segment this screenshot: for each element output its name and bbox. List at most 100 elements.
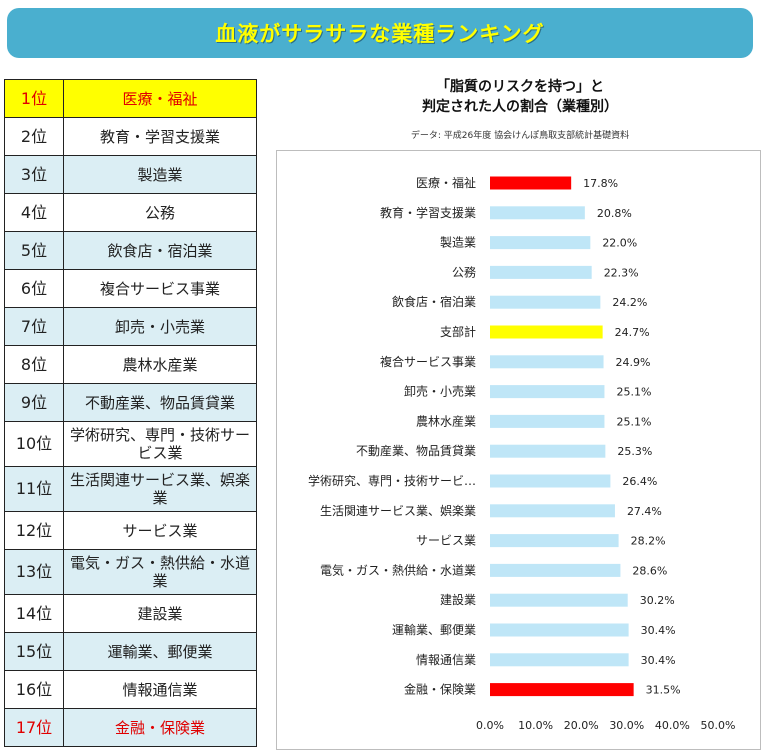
industry-name: 学術研究、専門・技術サービス業 — [63, 421, 257, 467]
rank-number: 4位 — [4, 193, 64, 232]
bar — [490, 385, 605, 399]
ranking-row: 8位 農林水産業 — [4, 345, 257, 384]
industry-name: 飲食店・宿泊業 — [63, 231, 257, 270]
bar — [490, 325, 603, 339]
ranking-row: 10位 学術研究、専門・技術サービス業 — [4, 421, 257, 467]
category-label: 農林水産業 — [416, 413, 476, 428]
bar — [490, 444, 606, 458]
ranking-row: 6位 複合サービス事業 — [4, 269, 257, 308]
category-label: 支部計 — [440, 324, 476, 339]
rank-number: 17位 — [4, 708, 64, 747]
data-label: 28.6% — [632, 564, 667, 577]
ranking-row: 11位 生活関連サービス業、娯楽業 — [4, 466, 257, 512]
data-label: 22.3% — [604, 266, 639, 279]
category-label: サービス業 — [416, 534, 476, 548]
category-label: 教育・学習支援業 — [380, 205, 476, 220]
bar — [490, 593, 628, 607]
bar — [490, 504, 615, 518]
title-banner: 血液がサラサラな業種ランキング — [7, 8, 753, 58]
ranking-row: 17位 金融・保険業 — [4, 708, 257, 747]
ranking-row: 2位 教育・学習支援業 — [4, 117, 257, 156]
category-label: 学術研究、専門・技術サービ… — [308, 473, 476, 488]
industry-name: 不動産業、物品賃貸業 — [63, 383, 257, 422]
industry-name: 医療・福祉 — [63, 79, 257, 118]
data-label: 30.2% — [640, 594, 675, 607]
rank-number: 1位 — [4, 79, 64, 118]
ranking-row: 15位 運輸業、郵便業 — [4, 632, 257, 671]
bar — [490, 414, 605, 428]
data-label: 27.4% — [627, 505, 662, 518]
bar — [490, 653, 629, 667]
data-label: 24.7% — [615, 326, 650, 339]
ranking-row: 5位 飲食店・宿泊業 — [4, 231, 257, 270]
data-label: 26.4% — [622, 475, 657, 488]
category-label: 情報通信業 — [416, 653, 476, 667]
bar — [490, 265, 592, 279]
ranking-row: 9位 不動産業、物品賃貸業 — [4, 383, 257, 422]
industry-name: 生活関連サービス業、娯楽業 — [63, 466, 257, 512]
data-label: 30.4% — [641, 654, 676, 667]
data-label: 17.8% — [583, 177, 618, 190]
category-label: 複合サービス事業 — [380, 354, 476, 369]
bar — [490, 474, 611, 488]
data-label: 20.8% — [597, 207, 632, 220]
industry-name: 農林水産業 — [63, 345, 257, 384]
industry-name: 電気・ガス・熱供給・水道業 — [63, 549, 257, 595]
chart-title-line2: 判定された人の割合（業種別） — [422, 99, 618, 115]
category-label: 電気・ガス・熱供給・水道業 — [320, 562, 476, 577]
data-label: 30.4% — [641, 624, 676, 637]
ranking-row: 1位 医療・福祉 — [4, 79, 257, 118]
rank-number: 7位 — [4, 307, 64, 346]
industry-name: 複合サービス事業 — [63, 269, 257, 308]
data-label: 28.2% — [631, 535, 666, 548]
category-label: 不動産業、物品賃貸業 — [356, 443, 476, 458]
data-label: 24.9% — [616, 356, 651, 369]
industry-name: 運輸業、郵便業 — [63, 632, 257, 671]
ranking-row: 13位 電気・ガス・熱供給・水道業 — [4, 549, 257, 595]
rank-number: 16位 — [4, 670, 64, 709]
data-label: 22.0% — [602, 237, 637, 250]
category-label: 公務 — [452, 265, 476, 279]
data-label: 25.3% — [617, 445, 652, 458]
bar — [490, 295, 601, 309]
bar — [490, 563, 621, 577]
ranking-row: 7位 卸売・小売業 — [4, 307, 257, 346]
rank-number: 5位 — [4, 231, 64, 270]
data-label: 25.1% — [616, 415, 651, 428]
category-label: 建設業 — [440, 592, 476, 607]
chart-title-line1: 「脂質のリスクを持つ」と — [436, 79, 604, 95]
ranking-row: 14位 建設業 — [4, 594, 257, 633]
ranking-row: 4位 公務 — [4, 193, 257, 232]
x-tick-label: 0.0% — [476, 719, 504, 732]
bar — [490, 623, 629, 637]
category-label: 製造業 — [440, 236, 476, 250]
industry-name: 建設業 — [63, 594, 257, 633]
x-tick-label: 20.0% — [564, 719, 599, 732]
data-label: 25.1% — [616, 386, 651, 399]
category-label: 運輸業、郵便業 — [392, 622, 476, 637]
bar — [490, 683, 634, 697]
chart-source: データ: 平成26年度 協会けんぽ鳥取支部統計基礎資料 — [410, 131, 630, 141]
page-title: 血液がサラサラな業種ランキング — [215, 22, 545, 46]
bar — [490, 355, 604, 369]
bar — [490, 176, 572, 190]
rank-number: 10位 — [4, 421, 64, 467]
rank-number: 14位 — [4, 594, 64, 633]
bar — [490, 534, 619, 548]
ranking-table: 1位 医療・福祉 2位 教育・学習支援業 3位 製造業 4位 公務 5位 飲食店・宿泊業 6位 複合サ… — [4, 79, 257, 747]
category-label: 卸売・小売業 — [404, 384, 476, 399]
data-label: 24.2% — [612, 296, 647, 309]
bar — [490, 236, 591, 250]
x-tick-label: 40.0% — [655, 719, 690, 732]
category-label: 飲食店・宿泊業 — [392, 294, 476, 309]
category-label: 金融・保険業 — [404, 682, 476, 697]
category-label: 医療・福祉 — [416, 175, 476, 190]
bar — [490, 206, 585, 220]
industry-name: 教育・学習支援業 — [63, 117, 257, 156]
rank-number: 8位 — [4, 345, 64, 384]
ranking-row: 12位 サービス業 — [4, 511, 257, 550]
category-label: 生活関連サービス業、娯楽業 — [320, 504, 476, 518]
industry-name: 金融・保険業 — [63, 708, 257, 747]
rank-number: 6位 — [4, 269, 64, 308]
